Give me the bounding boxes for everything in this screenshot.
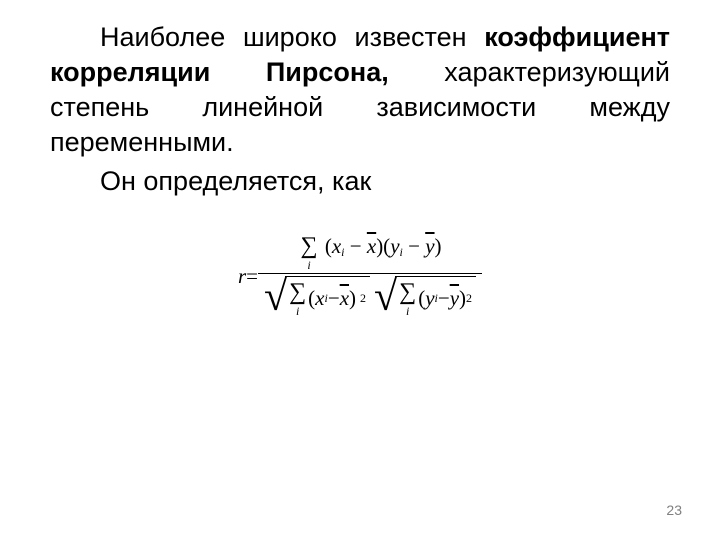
para1-part1: Наиболее широко известен bbox=[100, 22, 484, 52]
var-yi: y bbox=[390, 234, 399, 258]
var-xi: x bbox=[315, 286, 324, 311]
sum-numerator: ∑ i bbox=[300, 234, 317, 271]
formula-fraction: ∑ i (xi − x)(yi − y) √ ∑ bbox=[258, 232, 482, 320]
radical-icon: √ bbox=[264, 276, 287, 318]
radicand-x: ∑ i (xi − x)2 bbox=[285, 276, 370, 318]
minus-2: − bbox=[403, 234, 425, 258]
sq-1: 2 bbox=[360, 291, 366, 306]
minus-1: − bbox=[345, 234, 367, 258]
formula-equals: = bbox=[246, 264, 258, 289]
minus-4: − bbox=[438, 286, 450, 311]
sum-den-x: ∑ i bbox=[289, 280, 306, 317]
sum-symbol-icon: ∑ bbox=[399, 280, 416, 304]
close-paren: ) bbox=[435, 234, 442, 258]
sq-2: 2 bbox=[466, 291, 472, 306]
sum-den-y: ∑ i bbox=[399, 280, 416, 317]
sum-symbol-icon: ∑ bbox=[300, 234, 317, 258]
mid-parens: )( bbox=[376, 234, 390, 258]
radical-icon: √ bbox=[374, 276, 397, 318]
var-xi: x bbox=[332, 234, 341, 258]
sum-symbol-icon: ∑ bbox=[289, 280, 306, 304]
close-paren: ) bbox=[349, 286, 356, 311]
paragraph-1: Наиболее широко известен коэффициент кор… bbox=[50, 20, 670, 160]
open-paren: ( bbox=[325, 234, 332, 258]
pearson-formula: r = ∑ i (xi − x)(yi − y) bbox=[238, 232, 482, 320]
formula-denominator: √ ∑ i (xi − x)2 √ bbox=[258, 274, 482, 320]
var-ybar: y bbox=[450, 286, 459, 311]
radicand-y: ∑ i (yi − y)2 bbox=[395, 276, 476, 318]
page: Наиболее широко известен коэффициент кор… bbox=[0, 0, 720, 540]
close-paren: ) bbox=[459, 286, 466, 311]
paragraph-2: Он определяется, как bbox=[50, 164, 670, 199]
formula-numerator: ∑ i (xi − x)(yi − y) bbox=[292, 232, 447, 273]
sqrt-y: √ ∑ i (yi − y)2 bbox=[374, 276, 476, 318]
formula-lhs: r bbox=[238, 264, 246, 289]
var-xbar: x bbox=[367, 234, 376, 258]
page-number: 23 bbox=[666, 502, 682, 518]
var-yi: y bbox=[425, 286, 434, 311]
sum-limit: i bbox=[296, 305, 299, 317]
sum-limit: i bbox=[307, 259, 310, 271]
var-ybar: y bbox=[425, 234, 434, 258]
minus-3: − bbox=[328, 286, 340, 311]
formula-container: r = ∑ i (xi − x)(yi − y) bbox=[0, 232, 720, 320]
sum-limit: i bbox=[406, 305, 409, 317]
sqrt-x: √ ∑ i (xi − x)2 bbox=[264, 276, 370, 318]
var-xbar: x bbox=[340, 286, 349, 311]
body-text-block: Наиболее широко известен коэффициент кор… bbox=[50, 20, 670, 199]
